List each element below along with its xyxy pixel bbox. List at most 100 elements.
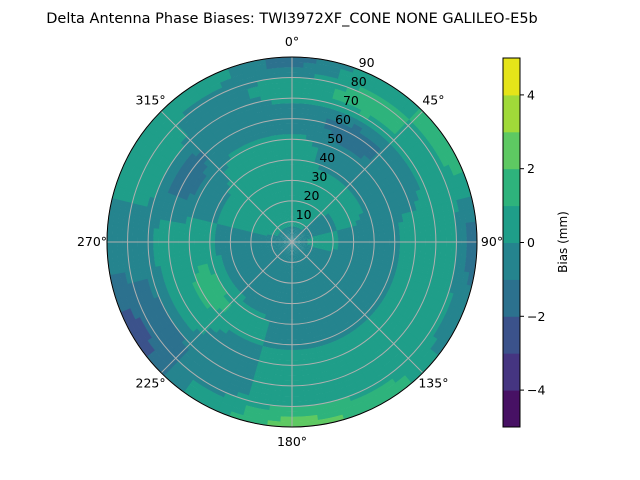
- contour-cell: [394, 341, 408, 354]
- contour-cell: [291, 82, 304, 89]
- contour-cell: [316, 219, 323, 225]
- contour-cell: [285, 233, 290, 239]
- contour-cell: [322, 238, 329, 242]
- contour-cell: [420, 164, 432, 178]
- contour-cell: [201, 91, 216, 104]
- contour-cell: [215, 222, 223, 230]
- contour-cell: [242, 70, 258, 80]
- contour-cell: [209, 391, 224, 403]
- contour-cell: [287, 180, 293, 186]
- contour-cell: [391, 198, 400, 210]
- contour-cell: [298, 287, 304, 294]
- contour-cell: [315, 204, 323, 211]
- contour-cell: [291, 102, 303, 109]
- contour-cell: [396, 214, 404, 224]
- contour-cell: [281, 249, 287, 255]
- contour-cell: [178, 229, 185, 239]
- contour-cell: [165, 336, 178, 350]
- contour-cell: [153, 226, 160, 239]
- contour-cell: [202, 129, 215, 141]
- contour-cell: [261, 232, 268, 236]
- contour-cell: [466, 272, 475, 288]
- contour-cell: [158, 293, 168, 306]
- contour-cell: [281, 102, 293, 109]
- contour-cell: [188, 378, 203, 391]
- contour-cell: [400, 318, 412, 332]
- contour-cell: [204, 226, 212, 234]
- contour-cell: [285, 323, 293, 330]
- contour-cell: [219, 234, 226, 241]
- contour-cell: [291, 318, 299, 325]
- contour-cell: [379, 196, 388, 206]
- contour-cell: [336, 229, 343, 235]
- contour-cell: [325, 252, 332, 258]
- contour-cell: [269, 252, 276, 257]
- contour-cell: [263, 228, 269, 233]
- contour-cell: [300, 207, 305, 214]
- contour-cell: [279, 231, 285, 236]
- contour-cell: [272, 108, 284, 115]
- contour-cell: [233, 396, 248, 406]
- contour-cell: [209, 367, 223, 379]
- contour-cell: [299, 358, 310, 366]
- contour-cell: [178, 99, 194, 113]
- contour-cell: [305, 198, 312, 205]
- contour-cell: [384, 194, 393, 204]
- contour-cell: [328, 414, 345, 424]
- contour-cell: [384, 108, 399, 121]
- contour-cell: [306, 204, 312, 211]
- contour-cell: [438, 153, 450, 169]
- contour-cell: [311, 248, 317, 252]
- contour-cell: [232, 106, 246, 116]
- contour-cell: [236, 88, 251, 98]
- contour-cell: [156, 198, 166, 211]
- contour-cell: [264, 262, 271, 269]
- contour-cell: [261, 219, 268, 225]
- contour-cell: [264, 224, 271, 230]
- contour-cell: [343, 235, 349, 241]
- contour-cell: [267, 320, 276, 328]
- contour-cell: [286, 246, 290, 252]
- contour-cell: [436, 328, 449, 344]
- contour-cell: [375, 351, 389, 364]
- contour-cell: [425, 336, 438, 351]
- contour-cell: [299, 118, 310, 126]
- contour-cell: [291, 56, 306, 63]
- contour-cell: [245, 135, 256, 144]
- contour-cell: [311, 387, 325, 396]
- contour-cell: [293, 246, 297, 252]
- contour-cell: [153, 318, 165, 332]
- contour-cell: [317, 236, 323, 240]
- contour-cell: [138, 169, 150, 184]
- contour-cell: [276, 237, 283, 240]
- contour-cell: [245, 246, 252, 251]
- contour-cell: [367, 114, 381, 127]
- contour-cell: [320, 251, 327, 256]
- colorbar-tick-label: 2: [527, 161, 535, 176]
- contour-cell: [172, 318, 184, 332]
- theta-tick-label: 315°: [136, 93, 166, 108]
- contour-cell: [415, 154, 427, 169]
- contour-cell: [306, 246, 312, 250]
- contour-cell: [270, 166, 278, 173]
- contour-cell: [363, 100, 378, 112]
- contour-cell: [281, 260, 286, 267]
- contour-cell: [286, 221, 289, 228]
- contour-cell: [413, 254, 421, 266]
- contour-cell: [301, 236, 307, 239]
- contour-cell: [200, 362, 214, 374]
- contour-cell: [301, 312, 309, 319]
- contour-cell: [286, 205, 291, 212]
- contour-cell: [341, 227, 349, 234]
- contour-cell: [327, 65, 343, 75]
- contour-cell: [316, 246, 323, 250]
- contour-cell: [292, 239, 298, 242]
- contour-cell: [342, 377, 356, 388]
- contour-cell: [308, 211, 314, 218]
- contour-cell: [213, 382, 228, 393]
- contour-cell: [157, 342, 171, 357]
- contour-cell: [330, 254, 337, 260]
- contour-cell: [171, 297, 182, 310]
- contour-cell: [425, 117, 439, 133]
- contour-cell: [253, 204, 261, 212]
